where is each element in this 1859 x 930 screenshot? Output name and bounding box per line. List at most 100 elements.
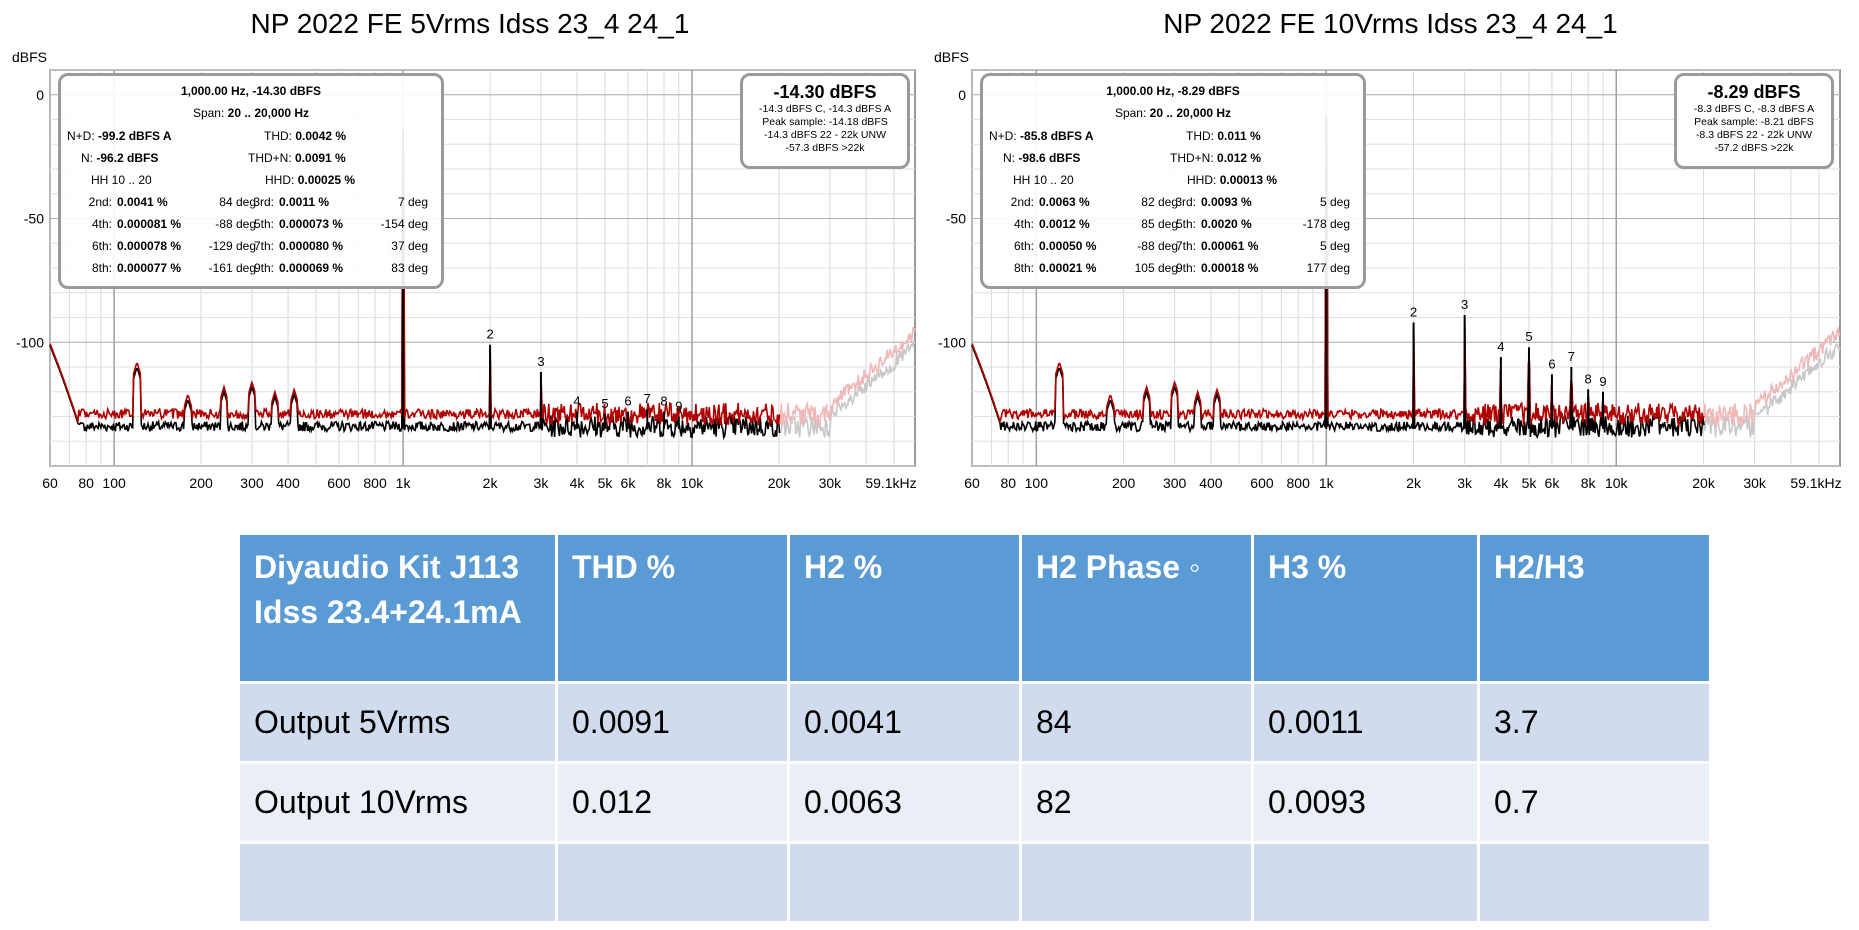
harmonic-cell: 0.0011 % — [279, 195, 330, 209]
harmonic-cell: -161 deg — [208, 261, 256, 275]
harmonic-cell: 0.00018 % — [1201, 261, 1259, 275]
x-tick-label: 3k — [1457, 475, 1473, 491]
y-tick-label: 0 — [958, 87, 966, 103]
harmonic-cell: -129 deg — [208, 239, 256, 253]
x-tick-label: 8k — [657, 475, 673, 491]
table-cell: 0.012 — [555, 761, 790, 844]
harmonic-cell: 0.000080 % — [279, 239, 344, 253]
harmonic-label: 7 — [1568, 349, 1575, 364]
spectrum-trace-fade — [778, 326, 916, 427]
chart-title: NP 2022 FE 10Vrms Idss 23_4 24_1 — [1163, 8, 1618, 39]
peak-level-box: -8.29 dBFS -8.3 dBFS C, -8.3 dBFS A Peak… — [1674, 73, 1834, 169]
x-tick-label: 1k — [396, 475, 412, 491]
harmonic-cell: 0.0093 % — [1201, 195, 1252, 209]
x-tick-label: 80 — [1000, 475, 1016, 491]
harmonic-cell: 5 deg — [1319, 195, 1350, 209]
info-span: Span: 20 .. 20,000 Hz — [1114, 106, 1232, 120]
harmonic-cell: 3rd: — [253, 195, 274, 209]
x-tick-label: 4k — [1493, 475, 1509, 491]
harmonic-label: 6 — [624, 394, 631, 409]
spectrum-trace-fade — [1703, 325, 1841, 427]
table-cell — [1477, 841, 1712, 924]
harmonic-cell: -154 deg — [380, 217, 428, 231]
x-tick-label: 800 — [363, 475, 387, 491]
x-tick-label: 400 — [1199, 475, 1223, 491]
x-tick-label: 6k — [1545, 475, 1561, 491]
y-tick-label: -50 — [946, 211, 966, 227]
harmonic-label: 5 — [601, 396, 608, 411]
x-tick-label: 10k — [1605, 475, 1629, 491]
harmonic-label: 9 — [1599, 374, 1606, 389]
harmonic-cell: 6th: — [91, 239, 112, 253]
harmonic-cell: 0.000081 % — [117, 217, 182, 231]
x-tick-label: 30k — [1743, 475, 1767, 491]
table-header-cell: H2 Phase ◦ — [1019, 532, 1254, 684]
measurement-info-box: 1,000.00 Hz, -14.30 dBFS Span: 20 .. 20,… — [58, 73, 444, 289]
harmonic-label: 3 — [1461, 297, 1468, 312]
x-tick-label: 20k — [1692, 475, 1716, 491]
peak-level-box: -14.30 dBFS -14.3 dBFS C, -14.3 dBFS A P… — [740, 73, 910, 169]
x-tick-label: 1k — [1319, 475, 1335, 491]
x-tick-label: 200 — [1112, 475, 1136, 491]
x-tick-label: 80 — [78, 475, 94, 491]
x-tick-label: 300 — [240, 475, 264, 491]
table-row: Output 10Vrms 0.012 0.0063 82 0.0093 0.7 — [237, 761, 1712, 844]
x-tick-label: 300 — [1163, 475, 1187, 491]
harmonic-cell: 2nd: — [88, 195, 112, 209]
harmonic-label: 7 — [644, 391, 651, 406]
spectrum-chart-10vrms: dBFS 0 -50 -100 60 80 100 200 300 400 600 800 1k 2k 3k… — [922, 0, 1852, 520]
y-tick-label: 0 — [36, 87, 44, 103]
table-cell: 0.0093 — [1251, 761, 1480, 844]
x-tick-label: 2k — [1406, 475, 1422, 491]
harmonic-cell: 9th: — [1175, 261, 1196, 275]
harmonic-cell: 3rd: — [1175, 195, 1196, 209]
x-tick-label: 60 — [42, 475, 58, 491]
harmonic-cell: 0.000073 % — [279, 217, 344, 231]
harmonic-cell: -88 deg — [1137, 239, 1178, 253]
harmonic-cell: 6th: — [1013, 239, 1034, 253]
chart-title: NP 2022 FE 5Vrms Idss 23_4 24_1 — [250, 8, 690, 39]
harmonic-label: 8 — [660, 394, 667, 409]
harmonic-cell: -178 deg — [1302, 217, 1350, 231]
x-tick-label: 20k — [768, 475, 792, 491]
table-cell: Output 5Vrms — [237, 681, 558, 764]
x-tick-label: 60 — [964, 475, 980, 491]
harmonic-label: 5 — [1525, 329, 1532, 344]
table-cell: 0.0011 — [1251, 681, 1480, 764]
table-cell: Output 10Vrms — [237, 761, 558, 844]
table-cell: 82 — [1019, 761, 1254, 844]
table-cell: 3.7 — [1477, 681, 1712, 764]
harmonic-label: 2 — [1410, 304, 1417, 319]
harmonic-cell: 5th: — [1175, 217, 1196, 231]
table-cell — [1251, 841, 1480, 924]
y-tick-label: -100 — [938, 334, 966, 350]
table-header-cell: H2/H3 — [1477, 532, 1712, 684]
harmonic-cell: 5 deg — [1319, 239, 1350, 253]
harmonic-cell: 0.0020 % — [1201, 217, 1252, 231]
harmonic-cell: 0.00021 % — [1039, 261, 1097, 275]
table-cell: 0.7 — [1477, 761, 1712, 844]
harmonic-cell: 82 deg — [1141, 195, 1178, 209]
harmonic-cell: 0.000078 % — [117, 239, 182, 253]
x-tick-label: 200 — [189, 475, 213, 491]
info-header: 1,000.00 Hz, -14.30 dBFS — [180, 84, 322, 98]
x-tick-label: 30k — [819, 475, 843, 491]
x-tick-label: 8k — [1581, 475, 1597, 491]
table-header-row: Diyaudio Kit J113 Idss 23.4+24.1mA THD %… — [237, 532, 1712, 684]
y-tick-label: -100 — [16, 334, 44, 350]
harmonic-label: 8 — [1585, 371, 1592, 386]
harmonic-cell: 0.0012 % — [1039, 217, 1090, 231]
measurement-info-box: 1,000.00 Hz, -8.29 dBFS Span: 20 .. 20,0… — [980, 73, 1366, 289]
harmonic-label: 2 — [486, 327, 493, 342]
x-tick-label: 3k — [534, 475, 550, 491]
x-tick-label: 5k — [598, 475, 614, 491]
table-header-cell: H2 % — [787, 532, 1022, 684]
x-tick-label: 6k — [621, 475, 637, 491]
harmonic-label: 4 — [1497, 339, 1504, 354]
x-tick-label: 100 — [1025, 475, 1049, 491]
spectrum-chart-5vrms: dBFS 0 -50 -100 60 80 100 200 300 400 600 800 1k 2k 3k… — [0, 0, 930, 520]
x-tick-label: 5k — [1522, 475, 1538, 491]
harmonic-cell: 7th: — [1175, 239, 1196, 253]
info-header: 1,000.00 Hz, -8.29 dBFS — [1106, 84, 1240, 98]
harmonic-cell: 8th: — [91, 261, 112, 275]
